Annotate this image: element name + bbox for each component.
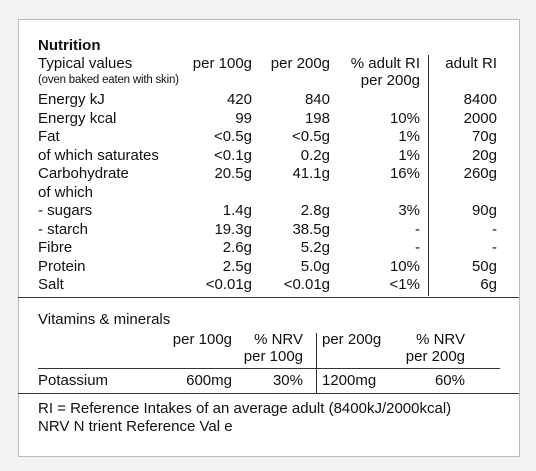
cell-value: 20.5g bbox=[214, 165, 252, 182]
cell-value: 5.2g bbox=[300, 239, 330, 256]
column-header: per 200g bbox=[270, 55, 330, 72]
cell-value: 1% bbox=[398, 146, 420, 164]
cell-value: 6g bbox=[480, 276, 497, 293]
cell-value: 1200mg bbox=[322, 372, 377, 389]
column-header: per 100g bbox=[172, 331, 232, 348]
cell-value: 10% bbox=[389, 257, 420, 275]
nutrition-card bbox=[18, 19, 520, 457]
cell-value: 0.2g bbox=[300, 146, 330, 164]
section-divider bbox=[18, 297, 519, 298]
row-label: Energy kJ bbox=[38, 91, 105, 108]
column-divider bbox=[316, 333, 317, 393]
footnote: RI = Reference Intakes of an average adu… bbox=[38, 400, 452, 417]
row-label: - starch bbox=[38, 220, 89, 238]
row-label: Carbohydrate bbox=[38, 165, 129, 182]
cell-value: - bbox=[415, 220, 420, 238]
section-divider bbox=[18, 393, 519, 394]
section-title: Vitamins & minerals bbox=[38, 311, 171, 328]
cell-value: 90g bbox=[471, 202, 497, 219]
cell-value: 10% bbox=[389, 109, 420, 127]
section-title: Nutrition bbox=[38, 37, 101, 54]
cell-value: 5.0g bbox=[300, 257, 330, 275]
cell-value: 60% bbox=[434, 372, 465, 389]
cell-value: <0.5g bbox=[292, 128, 330, 145]
column-header: per 100g bbox=[192, 55, 252, 72]
cell-value: - bbox=[492, 239, 497, 256]
column-header: per 200g bbox=[405, 348, 465, 365]
cell-value: 38.5g bbox=[292, 220, 330, 238]
column-header: per 200g bbox=[322, 331, 382, 348]
cell-value: 2000 bbox=[463, 109, 497, 127]
column-header: % NRV bbox=[254, 331, 303, 348]
cell-value: 2.5g bbox=[222, 257, 252, 275]
row-label: of which bbox=[38, 183, 94, 201]
cell-value: - bbox=[492, 220, 497, 238]
cell-value: <0.01g bbox=[205, 276, 252, 293]
cell-value: 41.1g bbox=[292, 165, 330, 182]
row-label: of which saturates bbox=[38, 146, 159, 164]
cell-value: <0.1g bbox=[214, 146, 252, 164]
column-subheader: per 200g bbox=[360, 72, 420, 89]
footnote: NRV N trient Reference Val e bbox=[38, 418, 233, 435]
cell-value: 2.8g bbox=[300, 202, 330, 219]
column-header: Typical values bbox=[38, 55, 133, 72]
row-label: Protein bbox=[38, 257, 86, 275]
column-header: % adult RI bbox=[350, 55, 420, 72]
row-label: Potassium bbox=[38, 372, 109, 389]
column-header: % NRV bbox=[416, 331, 465, 348]
table-note: (oven baked eaten with skin) bbox=[38, 74, 179, 86]
row-label: Energy kcal bbox=[38, 109, 117, 127]
cell-value: 30% bbox=[272, 372, 303, 389]
cell-value: 19.3g bbox=[214, 220, 252, 238]
cell-value: 3% bbox=[398, 202, 420, 219]
cell-value: 2.6g bbox=[222, 239, 252, 256]
cell-value: 99 bbox=[235, 109, 252, 127]
cell-value: 8400 bbox=[463, 91, 497, 108]
column-header: per 100g bbox=[243, 348, 303, 365]
row-label: Fibre bbox=[38, 239, 73, 256]
cell-value: 20g bbox=[471, 146, 497, 164]
cell-value: 198 bbox=[304, 109, 330, 127]
cell-value: - bbox=[415, 239, 420, 256]
row-divider bbox=[38, 368, 500, 369]
cell-value: 1% bbox=[398, 128, 420, 145]
cell-value: 420 bbox=[226, 91, 252, 108]
cell-value: <0.5g bbox=[214, 128, 252, 145]
cell-value: 70g bbox=[471, 128, 497, 145]
cell-value: 600mg bbox=[186, 372, 232, 389]
cell-value: <0.01g bbox=[283, 276, 330, 293]
cell-value: 1.4g bbox=[222, 202, 252, 219]
column-header: adult RI bbox=[445, 55, 497, 72]
cell-value: 16% bbox=[389, 165, 420, 182]
cell-value: 50g bbox=[471, 257, 497, 275]
cell-value: <1% bbox=[389, 276, 420, 293]
row-label: Salt bbox=[38, 276, 64, 293]
cell-value: 260g bbox=[463, 165, 497, 182]
cell-value: 840 bbox=[304, 91, 330, 108]
row-label: - sugars bbox=[38, 202, 93, 219]
column-divider bbox=[428, 55, 429, 296]
row-label: Fat bbox=[38, 128, 60, 145]
